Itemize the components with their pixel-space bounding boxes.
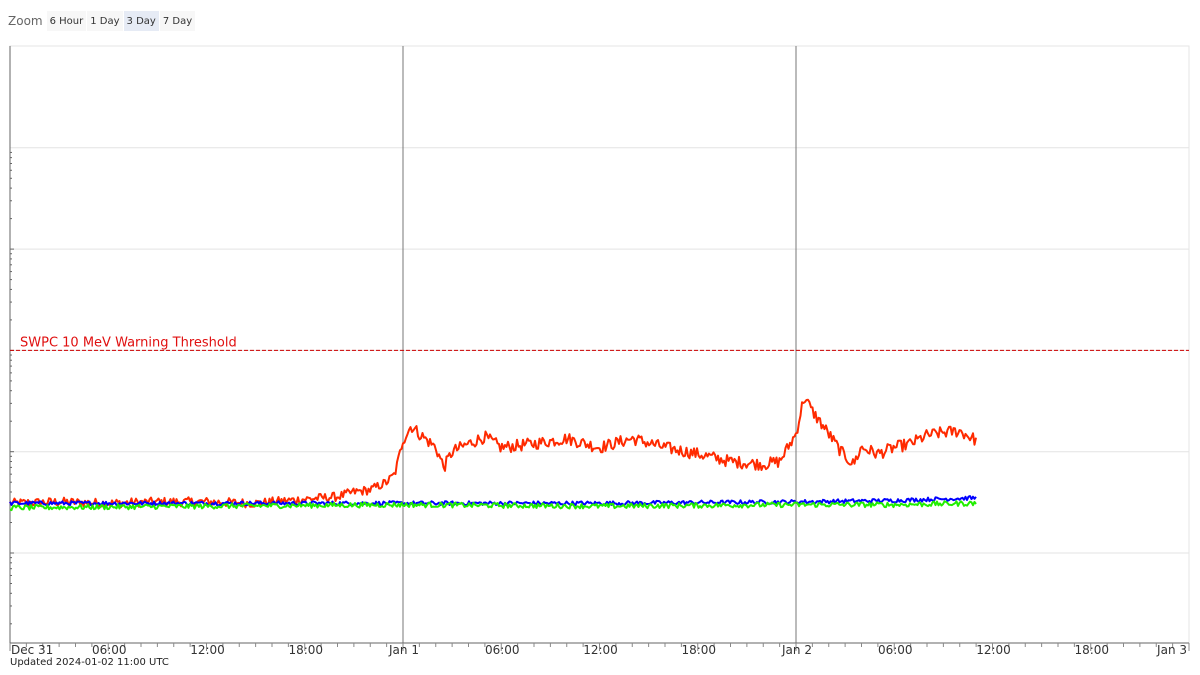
x-tick-label: Jan 1 [388, 643, 419, 657]
zoom-bar: Zoom 6 Hour 1 Day 3 Day 7 Day [8, 8, 196, 34]
x-tick-label: 18:00 [681, 643, 716, 657]
x-tick-label: 18:00 [1074, 643, 1109, 657]
series-line-2 [9, 500, 977, 512]
series-line-0 [9, 398, 977, 509]
x-tick-label: 18:00 [288, 643, 323, 657]
x-tick-label: 12:00 [190, 643, 225, 657]
zoom-6-hour-button[interactable]: 6 Hour [46, 11, 87, 31]
x-tick-label: 12:00 [583, 643, 618, 657]
zoom-label: Zoom [8, 14, 43, 28]
x-tick-label: 06:00 [485, 643, 520, 657]
x-tick-label: Dec 31 [11, 643, 53, 657]
updated-timestamp: Updated 2024-01-02 11:00 UTC [10, 657, 169, 668]
x-tick-label: 06:00 [878, 643, 913, 657]
threshold-label: SWPC 10 MeV Warning Threshold [20, 335, 237, 350]
threshold: SWPC 10 MeV Warning Threshold [10, 335, 1189, 351]
zoom-3-day-button[interactable]: 3 Day [123, 11, 159, 31]
zoom-7-day-button[interactable]: 7 Day [159, 11, 196, 31]
series-lines [9, 398, 977, 512]
x-tick-label: Jan 3 [1156, 643, 1187, 657]
x-tick-label: 12:00 [976, 643, 1011, 657]
zoom-1-day-button[interactable]: 1 Day [87, 11, 123, 31]
x-tick-label: Jan 2 [781, 643, 812, 657]
x-tick-label: 06:00 [92, 643, 127, 657]
axes: Dec 31 06:00 12:00 18:00 Jan 1 06:00 12:00 18:0… [9, 46, 1190, 657]
